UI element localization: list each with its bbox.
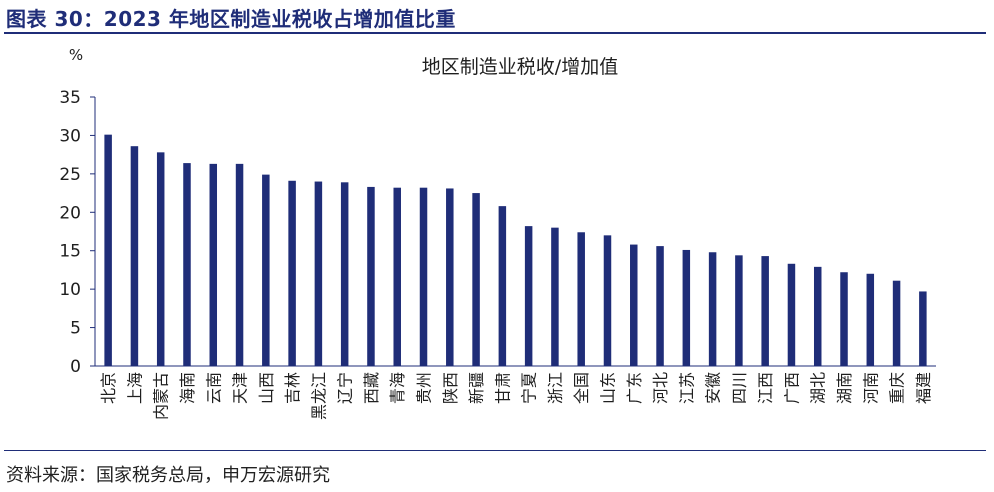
bar-4 [183,163,191,366]
bar-18 [551,227,559,366]
x-tick-label: 青海 [388,372,407,404]
bar-16 [498,206,507,366]
bar-7 [262,174,270,366]
bar-11 [367,186,375,366]
bar-31 [892,280,901,366]
bar-32 [919,291,927,366]
y-tick-label: 5 [70,319,81,339]
x-tick-label: 北京 [99,372,118,404]
bar-28 [813,266,822,366]
x-tick-label: 新疆 [467,372,486,404]
source-note: 资料来源：国家税务总局，申万宏源研究 [6,465,330,486]
bar-13 [419,187,428,366]
bar-12 [393,187,401,366]
bar-10 [340,182,349,366]
x-tick-label: 海南 [178,372,197,404]
x-tick-label: 广西 [782,372,801,404]
bar-22 [656,246,664,366]
figure-title: 图表 30：2023 年地区制造业税收占增加值比重 [6,7,456,31]
x-tick-label: 内蒙古 [152,372,171,420]
bar-5 [209,163,218,366]
y-tick-label: 15 [59,242,81,262]
bar-chart: 地区制造业税收/增加值 % 0 5 10 15 20 25 30 35 北京 上海 内蒙古 海南 云南… [59,46,936,420]
y-tick-label: 35 [59,88,81,108]
x-axis-labels: 北京 上海 内蒙古 海南 云南 天津 山西 吉林 黑龙江 辽宁 西藏 青海 贵州 陕西 新疆 甘肃 宁夏 浙江 全国… [99,372,933,420]
y-axis-unit-label: % [69,46,83,64]
chart-title: 地区制造业税收/增加值 [422,56,618,78]
x-tick-label: 吉林 [283,372,302,404]
x-tick-label: 重庆 [888,372,907,404]
bar-29 [840,272,848,366]
x-tick-label: 陕西 [441,372,460,404]
x-tick-label: 宁夏 [520,372,539,404]
bar-9 [314,181,323,366]
x-tick-label: 山西 [257,372,276,404]
x-tick-label: 福建 [914,372,933,404]
x-tick-label: 河北 [651,372,670,404]
bar-8 [288,180,296,366]
bar-21 [630,244,638,366]
x-tick-label: 全国 [572,372,591,404]
x-tick-label: 辽宁 [336,372,355,404]
bar-23 [682,249,691,366]
x-tick-label: 江苏 [677,372,696,404]
x-tick-label: 贵州 [415,372,434,404]
x-tick-label: 云南 [204,372,223,404]
x-tick-label: 甘肃 [493,372,512,404]
bar-27 [787,263,796,366]
y-tick-label: 10 [59,280,81,300]
bar-20 [603,235,612,366]
bar-15 [472,193,480,366]
x-tick-label: 河南 [861,372,880,404]
footer-rule [4,450,986,451]
x-tick-label: 浙江 [546,372,565,404]
y-tick-label: 20 [59,203,81,223]
y-tick-label: 30 [59,126,81,146]
x-tick-label: 江西 [756,372,775,404]
x-tick-label: 安徽 [704,372,723,404]
bar-26 [761,256,769,366]
x-tick-label: 上海 [125,372,144,404]
x-tick-label: 湖北 [809,372,828,404]
bars [104,134,927,366]
x-tick-label: 天津 [231,372,250,404]
x-tick-label: 西藏 [362,372,381,404]
bar-3 [156,152,165,366]
bar-14 [446,188,454,366]
bar-6 [235,163,244,366]
x-tick-label: 湖南 [835,372,854,404]
x-tick-label: 山东 [598,372,617,404]
bar-17 [524,226,533,366]
y-tick-label: 0 [70,357,81,377]
bar-19 [577,232,585,366]
x-tick-label: 黑龙江 [309,372,328,420]
bar-25 [735,255,743,366]
x-tick-label: 广东 [625,372,644,404]
title-underline [4,32,986,34]
x-tick-label: 四川 [730,372,749,404]
y-axis-ticks: 0 5 10 15 20 25 30 35 [59,88,95,377]
bar-1 [104,134,112,366]
bar-24 [708,252,717,366]
bar-30 [866,273,875,366]
bar-2 [130,146,139,366]
y-tick-label: 25 [59,165,81,185]
